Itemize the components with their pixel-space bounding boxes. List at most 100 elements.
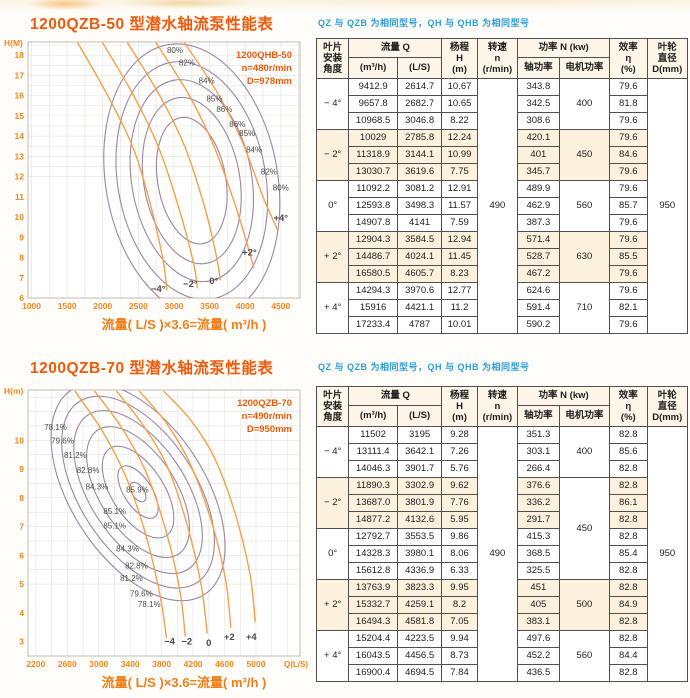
y-tick-label: 14	[15, 131, 25, 141]
cell-flow-m3h: 11318.9	[348, 146, 398, 164]
cell-flow-m3h: 9412.9	[348, 78, 398, 96]
cell-efficiency: 82.8	[609, 630, 648, 648]
cell-efficiency: 79.6	[609, 112, 648, 130]
flow-conversion-formula: 流量( L/S )×3.6=流量( m³/h )	[101, 675, 267, 690]
inset-label: D=950mm	[247, 424, 292, 435]
cell-head: 7.75	[441, 163, 478, 181]
cell-head: 10.01	[441, 316, 478, 334]
cell-efficiency: 85.7	[609, 197, 648, 215]
x-tick-label: 1000	[22, 301, 41, 311]
cell-flow-ls: 4132.6	[396, 511, 443, 529]
efficiency-contour	[115, 61, 269, 298]
cell-efficiency: 84.6	[609, 146, 648, 164]
cell-flow-m3h: 14877.2	[348, 511, 398, 529]
cell-head: 5.95	[441, 511, 478, 529]
efficiency-label: 78.1%	[138, 600, 161, 609]
cell-motor-power: 630	[558, 231, 611, 283]
cell-flow-ls: 2682.7	[396, 95, 443, 113]
cell-efficiency: 82.8	[609, 664, 648, 682]
y-tick-label: 9	[19, 232, 24, 242]
cell-efficiency: 82.8	[609, 426, 648, 444]
cell-efficiency: 79.6	[609, 163, 648, 181]
cell-head: 8.23	[441, 265, 478, 283]
cell-head: 7.76	[441, 494, 478, 512]
angle-label: 0°	[209, 276, 218, 287]
cell-shaft-power: 308.6	[517, 112, 560, 130]
cell-head: 5.76	[441, 460, 478, 478]
cell-flow-ls: 3901.7	[396, 460, 443, 478]
cell-flow-m3h: 16900.4	[348, 664, 398, 682]
model-note: QZ 与 QZB 为相同型号，QH 与 QHB 为相同型号	[318, 362, 530, 372]
cell-flow-ls: 3823.3	[396, 579, 443, 597]
cell-efficiency: 85.5	[609, 248, 648, 266]
y-tick-label: 10	[15, 212, 25, 222]
cell-head: 7.05	[441, 613, 478, 631]
cell-blade-angle: + 4°	[315, 282, 350, 334]
cell-shaft-power: 342.5	[517, 95, 560, 113]
angle-label: −4	[164, 636, 176, 647]
gridlines	[28, 390, 300, 656]
efficiency-label: 80%	[273, 184, 289, 193]
cell-shaft-power: 387.3	[517, 214, 560, 232]
cell-head: 7.84	[441, 664, 478, 682]
th-flow-m3h: (m³/h)	[348, 57, 398, 79]
efficiency-label: 85.1%	[103, 522, 126, 531]
efficiency-label: 85%	[239, 129, 255, 138]
efficiency-label: 81.2%	[120, 574, 143, 583]
x-tick-label: 4500	[271, 301, 290, 311]
table-row: 12593.8 3498.3 11.57 462.9 85.7	[317, 197, 688, 215]
cell-head: 9.28	[441, 426, 478, 444]
cell-head: 12.24	[441, 129, 478, 147]
y-tick-label: 17	[15, 70, 25, 80]
cell-shaft-power: 571.4	[517, 231, 560, 249]
cell-flow-m3h: 9657.8	[348, 95, 398, 113]
th-flow: 流量 Q	[348, 38, 443, 58]
cell-shaft-power: 405	[517, 596, 560, 614]
angle-label: +4	[246, 632, 258, 643]
cell-flow-m3h: 11092.2	[348, 180, 398, 198]
model-note: QZ 与 QZB 为相同型号，QH 与 QHB 为相同型号	[318, 18, 530, 28]
cell-efficiency: 79.6	[609, 129, 648, 147]
efficiency-contour	[50, 390, 226, 602]
table-row: 14486.7 4024.1 11.45 528.7 85.5	[317, 248, 688, 266]
cell-flow-m3h: 16494.3	[348, 613, 398, 631]
efficiency-label: 84.3%	[86, 482, 109, 491]
thead: 叶片 安装 角度 流量 Q 杨程 H (m) 转速 n (r/min) 功率 N (kw…	[315, 38, 688, 79]
cell-head: 8.22	[441, 112, 478, 130]
cell-blade-angle: − 2°	[315, 477, 350, 529]
x-tick-label: 2200	[26, 659, 45, 669]
cell-flow-ls: 2785.8	[396, 129, 443, 147]
table-row: 13111.4 3642.1 7.26 303.1 85.6	[317, 443, 688, 461]
x-unit-label: Q(L/S)	[284, 660, 308, 669]
cell-motor-power: 710	[558, 282, 611, 334]
cell-flow-ls: 4223.5	[396, 630, 443, 648]
cell-blade-angle: + 2°	[315, 231, 350, 283]
y-tick-label: 11	[15, 192, 24, 202]
efficiency-label: 85.1%	[103, 507, 126, 516]
cell-motor-power: 500	[558, 579, 611, 631]
cell-flow-ls: 3046.8	[396, 112, 443, 130]
cell-flow-m3h: 11502	[348, 426, 398, 444]
cell-head: 11.57	[441, 197, 478, 215]
angle-label: +2°	[242, 248, 257, 259]
angle-curve	[138, 390, 232, 628]
cell-shaft-power: 624.6	[517, 282, 560, 300]
table-row: 11318.9 3144.1 10.99 401 84.6	[317, 146, 688, 164]
cell-head: 9.95	[441, 579, 478, 597]
th-blade-angle: 叶片 安装 角度	[315, 386, 350, 427]
cell-flow-m3h: 14046.3	[348, 460, 398, 478]
th-impeller-diameter: 叶轮 直径 D(mm)	[646, 386, 688, 427]
cell-flow-m3h: 15332.7	[348, 596, 398, 614]
cell-impeller-diameter: 950	[646, 426, 688, 682]
efficiency-contour	[61, 395, 215, 589]
y-axis-label: H(M)	[4, 38, 23, 48]
cell-flow-m3h: 12904.3	[348, 231, 398, 249]
cell-efficiency: 86.1	[609, 494, 648, 512]
cell-motor-power: 450	[558, 477, 611, 580]
y-tick-label: 8	[19, 253, 24, 263]
chart-canvas: 78.1% 79.6% 81.2% 82.8% 84.3% 85.9% 85.1% 85.1%…	[2, 382, 312, 672]
cell-shaft-power: 451	[517, 579, 560, 597]
cell-efficiency: 79.6	[609, 316, 648, 334]
y-axis-label: H(m)	[4, 386, 24, 396]
cell-efficiency: 79.6	[609, 282, 648, 300]
